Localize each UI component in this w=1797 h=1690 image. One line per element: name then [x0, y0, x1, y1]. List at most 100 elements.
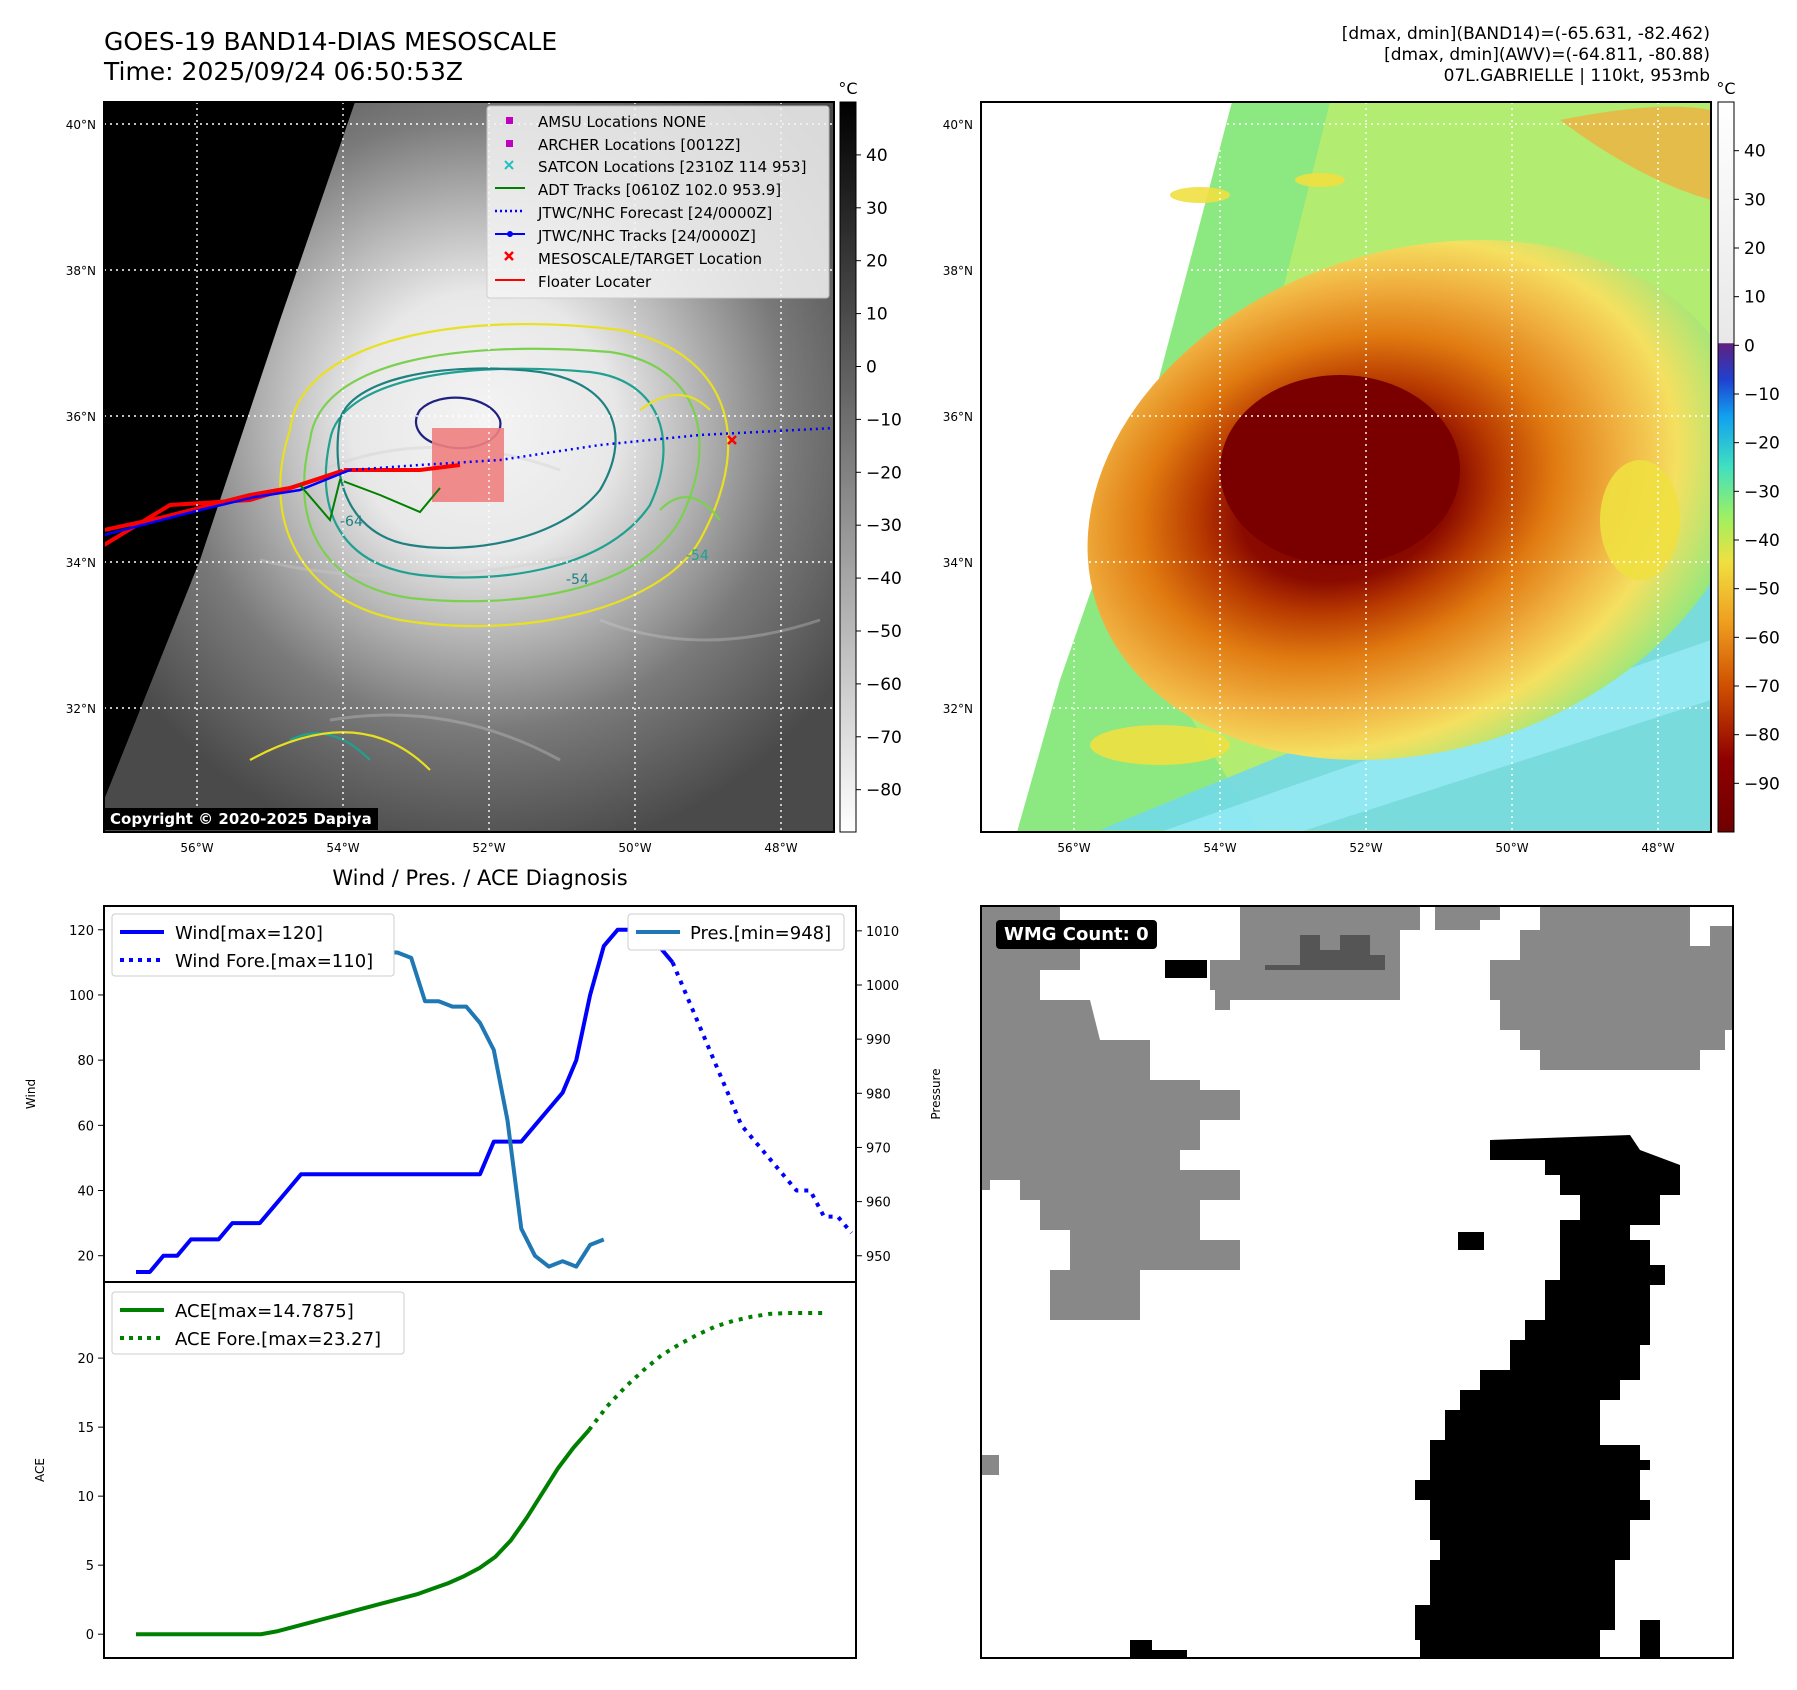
title-line1: GOES-19 BAND14-DIAS MESOSCALE [104, 27, 557, 56]
color-map-frame [980, 101, 1712, 833]
color-cb-tick-label-1: 30 [1744, 190, 1766, 210]
ir-map-frame [103, 101, 835, 833]
legend-tracks: JTWC/NHC Tracks [24/0000Z] [537, 227, 756, 245]
pres-tick-label-3: 980 [866, 1087, 891, 1102]
gray-colorbar-unit: °C [838, 79, 857, 98]
wind-tick-label-5: 120 [69, 924, 94, 939]
color-cb-tick-label-7: −30 [1744, 482, 1780, 502]
wind-ylabel: Wind [24, 1079, 38, 1109]
gray-cb-tick-label-2: 20 [866, 252, 888, 272]
ace-line-0 [136, 1428, 591, 1637]
ace-legend-2: ACE Fore.[max=23.27] [175, 1329, 381, 1350]
ir-lat-labels: 40°N 38°N 36°N 34°N 32°N [66, 118, 96, 716]
gray-cb-tick-label-4: 0 [866, 357, 877, 377]
color-lon-48: 48°W [1641, 841, 1674, 855]
wind-series [136, 927, 854, 1274]
pres-tick-label-4: 990 [866, 1033, 891, 1048]
title-line2: Time: 2025/09/24 06:50:53Z [103, 57, 463, 86]
color-lon-50: 50°W [1495, 841, 1528, 855]
color-cb-tick-label-2: 20 [1744, 239, 1766, 259]
legend-archer: ARCHER Locations [0012Z] [538, 136, 741, 154]
ir-lat-32: 32°N [66, 702, 96, 716]
color-map [981, 102, 1711, 832]
ir-lon-54: 54°W [326, 841, 359, 855]
gray-cb-tick-label-9: −50 [866, 622, 902, 642]
color-cb-tick-label-13: −90 [1744, 774, 1780, 794]
wind-tick-label-4: 100 [69, 989, 94, 1004]
color-lon-54: 54°W [1203, 841, 1236, 855]
pres-ticks: 950 960 970 980 990 1000 1010 [856, 925, 899, 1265]
gray-cb-tick-label-0: 40 [866, 146, 888, 166]
wmg-panel [981, 906, 1733, 1658]
legend-mesoscale: MESOSCALE/TARGET Location [538, 250, 762, 268]
contour-label-3: -54 [686, 548, 709, 564]
legend-satcon: SATCON Locations [2310Z 114 953] [538, 158, 806, 176]
gray-colorbar-ticks: 40 30 20 10 0 −10 −20 −30 −40 −50 −60 −70 −80 [856, 146, 902, 801]
color-lat-36: 36°N [943, 410, 973, 424]
ir-lat-40: 40°N [66, 118, 96, 132]
contour-label-1: -54 [566, 572, 589, 588]
color-cb-tick-label-3: 10 [1744, 288, 1766, 308]
ir-lat-34: 34°N [66, 556, 96, 570]
color-cb-tick-label-0: 40 [1744, 142, 1766, 162]
ir-lon-56: 56°W [180, 841, 213, 855]
color-cb-tick-label-4: 0 [1744, 336, 1755, 356]
color-lat-40: 40°N [943, 118, 973, 132]
contour-label-2: -64 [340, 514, 363, 530]
wind-line-1 [670, 961, 854, 1235]
pres-tick-label-2: 970 [866, 1141, 891, 1156]
pres-legend: Pres.[min=948] [627, 913, 845, 951]
color-lon-labels: 56°W 54°W 52°W 50°W 48°W [1057, 841, 1674, 855]
color-cb-tick-label-11: −70 [1744, 677, 1780, 697]
ace-ylabel: ACE [33, 1458, 47, 1482]
gray-cb-tick-label-11: −70 [866, 728, 902, 748]
color-colorbar-ticks: 40 30 20 10 0 −10 −20 −30 −40 −50 −60 −70 −80 −90 [1734, 142, 1780, 794]
gray-cb-tick-label-10: −60 [866, 675, 902, 695]
gray-cb-tick-label-5: −10 [866, 410, 902, 430]
wind-tick-label-2: 60 [77, 1119, 94, 1134]
wmg-frame [980, 905, 1734, 1659]
ir-lat-36: 36°N [66, 410, 96, 424]
color-lat-34: 34°N [943, 556, 973, 570]
color-lon-56: 56°W [1057, 841, 1090, 855]
gray-cb-tick-label-8: −40 [866, 569, 902, 589]
ace-tick-label-2: 10 [77, 1490, 94, 1505]
legend-floater: Floater Locater [538, 273, 652, 291]
wind-tick-label-1: 40 [77, 1185, 94, 1200]
gray-cb-tick-label-6: −20 [866, 463, 902, 483]
map-legend: AMSU Locations NONE ARCHER Locations [00… [486, 105, 830, 299]
ir-lat-38: 38°N [66, 264, 96, 278]
gray-colorbar [839, 101, 857, 833]
ace-tick-label-1: 5 [86, 1559, 94, 1574]
pres-tick-label-0: 950 [866, 1250, 891, 1265]
header-right-line1: [dmax, dmin](BAND14)=(-65.631, -82.462) [1342, 24, 1710, 44]
ace-series [136, 1311, 824, 1637]
ace-tick-label-0: 0 [86, 1628, 94, 1643]
pres-legend-1: Pres.[min=948] [690, 923, 831, 944]
color-lat-32: 32°N [943, 702, 973, 716]
color-cb-tick-label-5: −10 [1744, 385, 1780, 405]
gray-cb-tick-label-12: −80 [866, 781, 902, 801]
legend-forecast: JTWC/NHC Forecast [24/0000Z] [537, 204, 772, 222]
gray-cb-tick-label-7: −30 [866, 516, 902, 536]
ir-lon-48: 48°W [764, 841, 797, 855]
pres-tick-label-5: 1000 [866, 979, 899, 994]
wind-line-0 [136, 927, 675, 1274]
color-cb-tick-label-9: −50 [1744, 580, 1780, 600]
wind-ticks: 20 40 60 80 100 120 [69, 924, 104, 1265]
ir-lon-52: 52°W [472, 841, 505, 855]
legend-amsu: AMSU Locations NONE [538, 113, 706, 131]
color-cb-tick-label-8: −40 [1744, 531, 1780, 551]
wmg-count-badge: WMG Count: 0 [996, 920, 1157, 949]
gray-cb-tick-label-3: 10 [866, 305, 888, 325]
gray-cb-tick-label-1: 30 [866, 199, 888, 219]
color-colorbar-unit: °C [1716, 79, 1735, 98]
color-cb-tick-label-12: −80 [1744, 726, 1780, 746]
color-lat-38: 38°N [943, 264, 973, 278]
color-lat-labels: 40°N 38°N 36°N 34°N 32°N [943, 118, 973, 716]
color-cb-tick-label-6: −20 [1744, 434, 1780, 454]
legend-adt: ADT Tracks [0610Z 102.0 953.9] [538, 181, 781, 199]
wind-tick-label-3: 80 [77, 1054, 94, 1069]
header-right-line2: [dmax, dmin](AWV)=(-64.811, -80.88) [1384, 45, 1710, 65]
